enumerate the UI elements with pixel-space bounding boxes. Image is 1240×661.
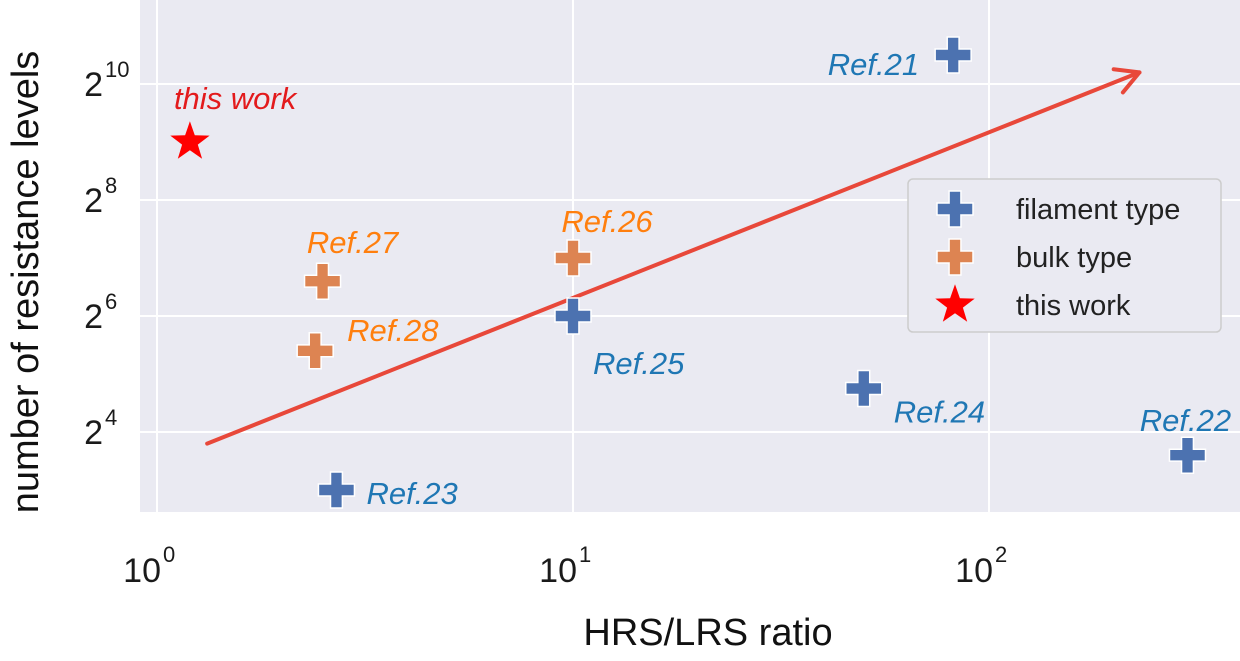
y-tick-exponent: 4 (105, 405, 117, 430)
x-tick-exponent: 2 (995, 542, 1007, 567)
trend-arrow-line (205, 70, 1142, 446)
legend-marker-filament-type (936, 190, 974, 228)
x-tick-exponent: 1 (579, 542, 591, 567)
point-ref-24 (845, 369, 883, 408)
y-tick-label: 2 (84, 66, 103, 104)
label-ref-23: Ref.23 (366, 476, 457, 511)
y-tick-exponent: 8 (105, 173, 117, 198)
point-this-work (170, 121, 210, 159)
point-ref-27 (303, 262, 342, 300)
data-points (170, 36, 1207, 509)
legend-marker-bulk-type (936, 238, 974, 276)
label-ref-21: Ref.21 (828, 47, 919, 82)
y-tick-exponent: 10 (105, 57, 129, 82)
x-tick-label: 10 (539, 552, 577, 590)
point-ref-25 (554, 297, 592, 335)
legend-box (907, 178, 1222, 333)
x-axis-label: HRS/LRS ratio (583, 612, 832, 654)
label-ref-25: Ref.25 (593, 346, 685, 381)
legend-marker-this-work (935, 284, 975, 322)
y-axis-label: number of resistance levels (5, 51, 47, 514)
point-ref-21 (934, 36, 972, 74)
legend: filament type bulk type this work (907, 178, 1222, 333)
y-tick-exponent: 6 (105, 289, 117, 314)
point-labels: Ref.21 Ref.22 Ref.23 Ref.24 Ref.25 Ref.26 Ref.… (174, 47, 1231, 511)
x-tick-label: 10 (955, 552, 993, 590)
legend-label-bulk-type: bulk type (1016, 242, 1132, 274)
label-this-work: this work (174, 81, 298, 116)
legend-label-filament-type: filament type (1016, 194, 1180, 226)
x-tick-labels: 10 0 10 1 10 2 (123, 542, 1007, 590)
label-ref-26: Ref.26 (561, 204, 653, 239)
y-tick-labels: 2 42 62 82 10 (84, 57, 129, 452)
trend-arrow-head (1111, 67, 1142, 95)
y-tick-label: 2 (84, 414, 103, 452)
point-ref-23 (317, 471, 356, 509)
legend-label-this-work: this work (1016, 290, 1131, 322)
point-ref-26 (554, 239, 592, 277)
y-tick-label: 2 (84, 182, 103, 220)
y-tick-label: 2 (84, 298, 103, 336)
x-tick-exponent: 0 (163, 542, 175, 567)
label-ref-22: Ref.22 (1140, 403, 1231, 438)
point-ref-22 (1168, 436, 1207, 474)
label-ref-24: Ref.24 (894, 395, 985, 430)
point-ref-28 (296, 332, 334, 370)
trend-arrow-group (205, 67, 1142, 446)
x-tick-label: 10 (123, 552, 161, 590)
label-ref-27: Ref.27 (307, 225, 400, 260)
label-ref-28: Ref.28 (347, 313, 439, 348)
